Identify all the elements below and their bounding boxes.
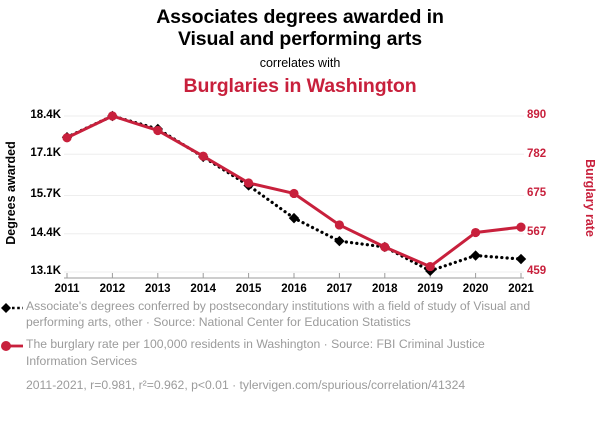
y-axis-right-ticklabels: 890 782 675 567 459 xyxy=(521,105,567,295)
tick-label: 13.1K xyxy=(30,265,61,277)
correlation-stats-footer: 2011-2021, r=0.981, r²=0.962, p<0.01 · t… xyxy=(0,376,600,394)
chart-canvas xyxy=(61,110,527,279)
x-axis-ticklabels: 2011 2012 2013 2014 2015 2016 2017 2018 2019 2020… xyxy=(0,280,600,302)
tick-label: 459 xyxy=(527,265,547,277)
data-point-diamond xyxy=(288,212,300,224)
x-tick-label: 2020 xyxy=(462,283,489,295)
x-tick-label: 2013 xyxy=(145,283,171,295)
y-axis-left-ticklabels: 18.4K 17.1K 15.7K 14.4K 13.1K xyxy=(18,105,64,295)
x-tick-label: 2018 xyxy=(372,283,398,295)
data-point-circle xyxy=(516,222,526,232)
diamond-dotted-marker-icon xyxy=(0,301,24,313)
data-point-circle xyxy=(107,111,117,121)
x-tick-label: 2012 xyxy=(99,283,126,295)
legend-item-burglary: The burglary rate per 100,000 residents … xyxy=(0,336,600,368)
x-tick-label: 2015 xyxy=(235,283,262,295)
tick-label: 17.1K xyxy=(30,147,61,160)
legend-item-degrees: Associate's degrees conferred by postsec… xyxy=(0,298,600,330)
title-line-2: Visual and performing arts xyxy=(177,28,423,51)
correlation-stats-text: 2011-2021, r=0.981, r²=0.962, p<0.01 · t… xyxy=(26,377,466,392)
data-point-circle xyxy=(244,178,254,188)
data-point-circle xyxy=(425,261,435,272)
data-point-circle xyxy=(62,133,72,143)
legend-item-burglary-label: The burglary rate per 100,000 residents … xyxy=(26,337,485,368)
x-tick-label: 2017 xyxy=(326,283,353,295)
data-point-circle xyxy=(153,125,163,136)
title-subtitle: Burglaries in Washington xyxy=(183,74,417,97)
tick-label: 15.7K xyxy=(30,188,61,201)
tick-label: 567 xyxy=(527,225,547,238)
x-tick-label: 2019 xyxy=(417,283,443,295)
data-point-diamond xyxy=(515,253,527,265)
circle-solid-marker-icon xyxy=(0,339,24,352)
title-line-1: Associates degrees awarded in xyxy=(156,6,444,28)
data-point-circle xyxy=(334,220,344,230)
data-point-circle xyxy=(380,242,390,252)
data-point-diamond xyxy=(470,250,481,261)
legend-item-degrees-label: Associate's degrees conferred by postsec… xyxy=(26,299,531,330)
x-tick-label: 2011 xyxy=(54,283,80,295)
tick-label: 890 xyxy=(527,109,547,121)
data-point-diamond xyxy=(334,235,345,247)
x-tick-label: 2014 xyxy=(190,283,216,295)
tick-label: 18.4K xyxy=(30,109,61,121)
tick-label: 675 xyxy=(527,186,547,199)
plot-area: Degrees awarded Burglary rate 18.4K 17.1K… xyxy=(0,105,600,295)
tick-label: 14.4K xyxy=(30,226,61,239)
title-connector: correlates with xyxy=(259,55,341,70)
x-tick-label: 2021 xyxy=(508,283,534,295)
title-block: Associates degrees awarded in Visual and… xyxy=(0,0,600,98)
page-title: Associates degrees awarded in Visual and… xyxy=(0,6,600,51)
data-point-circle xyxy=(471,227,481,238)
chart-legend: Associate's degrees conferred by postsec… xyxy=(0,298,600,394)
data-point-circle xyxy=(289,188,299,199)
data-point-circle xyxy=(198,151,208,161)
x-tick-label: 2016 xyxy=(281,283,307,295)
tick-label: 782 xyxy=(527,148,547,161)
